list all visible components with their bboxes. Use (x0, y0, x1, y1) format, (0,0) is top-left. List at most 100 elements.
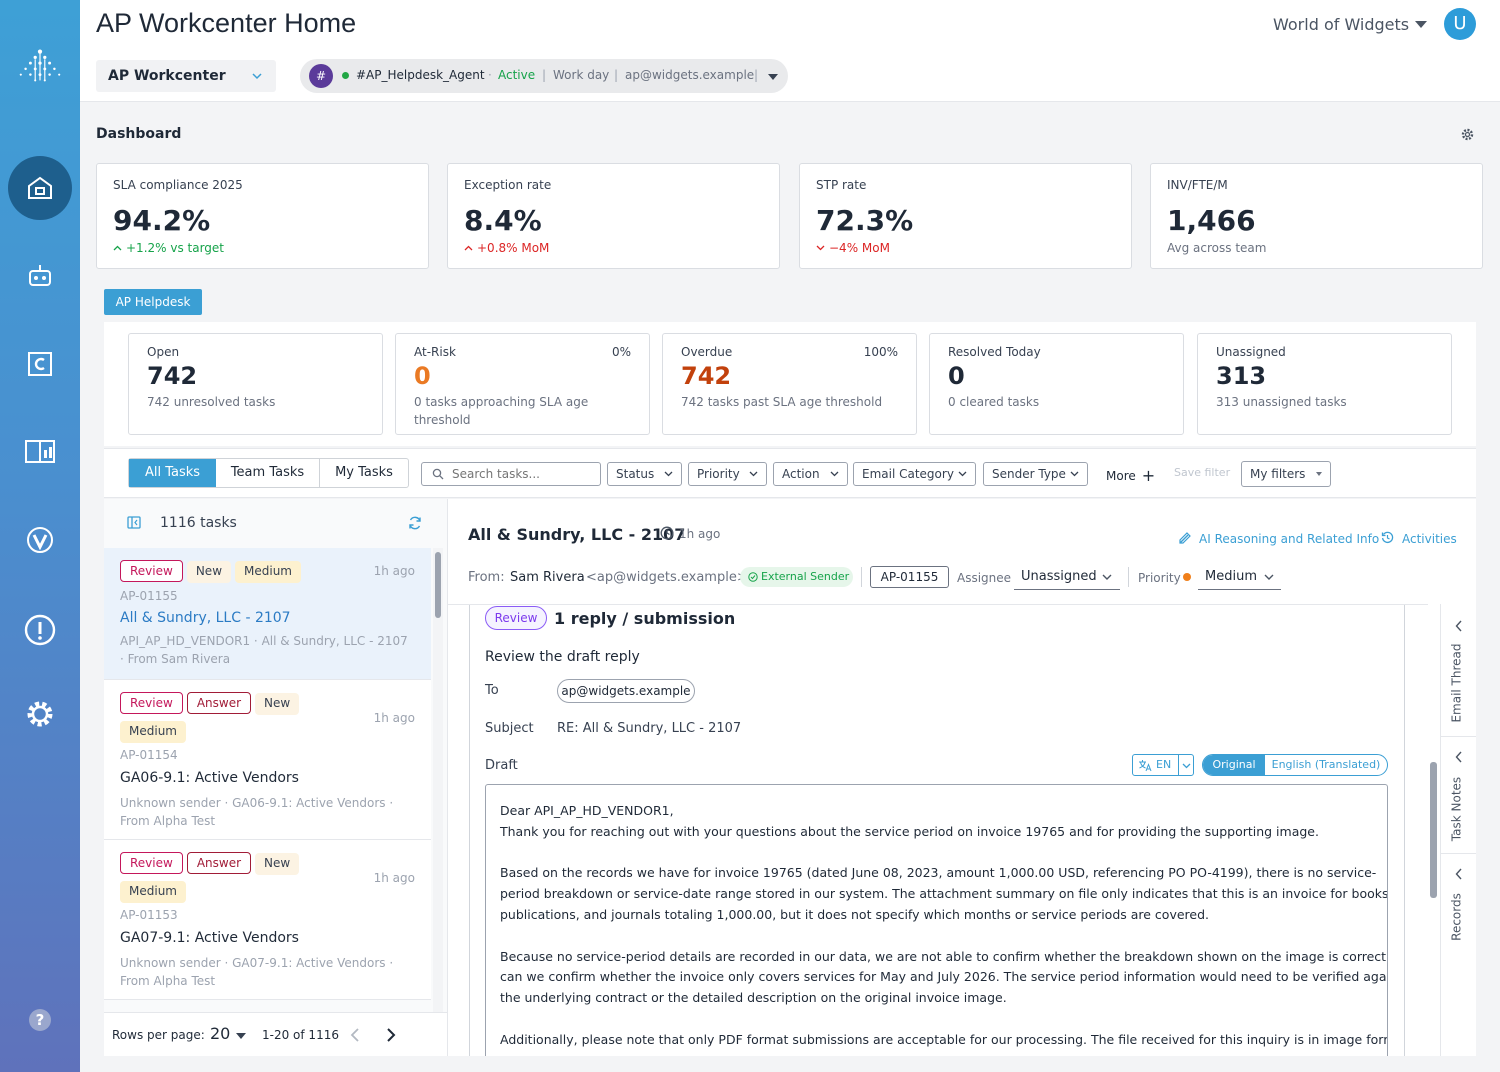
stat-percent: 0% (611, 345, 631, 359)
kpi-card: SLA compliance 2025 94.2% +1.2% vs targe… (96, 163, 429, 269)
draft-line: period breakdown or service-date range s… (500, 886, 1388, 902)
draft-label: Draft (485, 758, 518, 773)
nav-content[interactable] (16, 340, 64, 388)
tab-my-tasks[interactable]: My Tasks (335, 465, 393, 480)
task-id: AP-01153 (120, 908, 178, 922)
search-input[interactable] (452, 466, 592, 482)
tab-ap-helpdesk[interactable]: AP Helpdesk (104, 289, 202, 315)
nav-exceptions[interactable] (16, 606, 64, 654)
task-list-item[interactable]: Review Answer New Medium 1h ago AP-01153 GA… (104, 840, 431, 1000)
stat-card[interactable]: Open 742 742 unresolved tasks (128, 333, 383, 435)
nav-validation[interactable] (16, 516, 64, 564)
toggle-original[interactable]: Original (1203, 755, 1265, 775)
side-tab-records[interactable]: Records (1441, 855, 1476, 955)
stat-value: 742 (147, 362, 198, 390)
org-selector[interactable]: World of Widgets (1273, 15, 1427, 34)
nav-automation[interactable] (16, 252, 64, 300)
toggle-translated[interactable]: English (Translated) (1271, 758, 1381, 771)
filter-priority[interactable]: Priority (688, 462, 767, 486)
kpi-value: 8.4% (464, 204, 542, 237)
priority-select[interactable]: Medium (1198, 564, 1281, 590)
prev-page-icon[interactable] (350, 1027, 360, 1043)
kpi-label: SLA compliance 2025 (113, 178, 243, 192)
my-filters-dropdown[interactable]: My filters (1241, 461, 1331, 487)
workspace-label: AP Workcenter (108, 68, 226, 84)
scrollbar-thumb[interactable] (435, 552, 441, 618)
stat-card[interactable]: Overdue 100% 742 742 tasks past SLA age … (662, 333, 917, 435)
language-select[interactable]: EN (1132, 754, 1194, 776)
tab-team-tasks[interactable]: Team Tasks (216, 459, 320, 487)
task-id-chip[interactable]: AP-01155 (870, 566, 949, 588)
scrollbar-thumb[interactable] (1430, 762, 1437, 898)
stat-card[interactable]: Resolved Today 0 0 cleared tasks (929, 333, 1184, 435)
stat-description: 742 unresolved tasks (147, 395, 276, 409)
task-tags: Review New Medium (120, 560, 370, 583)
task-tag: Medium (235, 561, 301, 583)
agent-schedule: Work day (553, 68, 610, 82)
app-logo[interactable] (16, 42, 64, 90)
draft-line: publications, and journals totaling 1,00… (500, 906, 1209, 922)
more-filters-button[interactable]: More + (1106, 465, 1155, 485)
side-tab-task-notes[interactable]: Task Notes (1441, 738, 1476, 854)
stat-card[interactable]: Unassigned 313 313 unassigned tasks (1197, 333, 1452, 435)
filter-email-category[interactable]: Email Category (853, 462, 976, 486)
kpi-label: INV/FTE/M (1167, 178, 1228, 192)
avatar[interactable]: U (1444, 8, 1476, 40)
caret-down-icon (1316, 472, 1322, 476)
agent-email: ap@widgets.example (625, 68, 755, 82)
filter-sender-type[interactable]: Sender Type (983, 462, 1088, 486)
history-icon (1381, 531, 1394, 544)
assignee-select[interactable]: Unassigned (1014, 564, 1120, 590)
alert-icon (24, 614, 56, 646)
draft-line: can we confirm whether the invoice only … (500, 969, 1388, 985)
dashboard-title: Dashboard (96, 126, 182, 142)
tab-all-tasks[interactable]: All Tasks (129, 459, 216, 487)
settings-icon[interactable] (1461, 128, 1474, 141)
filter-status[interactable]: Status (607, 462, 682, 486)
pagination: Rows per page: 20 1-20 of 1116 (104, 1012, 447, 1056)
from-email: <ap@widgets.example> (586, 570, 748, 585)
nav-reports[interactable] (16, 428, 64, 476)
activities-link[interactable]: Activities (1402, 532, 1457, 546)
save-filter-button[interactable]: Save filter (1174, 466, 1231, 479)
task-tag: Answer (186, 692, 252, 714)
stat-card[interactable]: At-Risk 0% 0 0 tasks approaching SLA age… (395, 333, 650, 435)
kpi-value: 94.2% (113, 204, 211, 237)
task-tag: New (255, 853, 300, 875)
nav-home[interactable] (8, 156, 72, 220)
workspace-select[interactable]: AP Workcenter (96, 60, 276, 92)
draft-line: Additionally, please note that only PDF … (500, 1031, 1388, 1047)
stat-value: 0 (414, 362, 431, 390)
task-list-scrollbar[interactable] (433, 548, 443, 1013)
nav-help[interactable]: ? (16, 996, 64, 1044)
side-tab-email-thread[interactable]: Email Thread (1441, 604, 1476, 737)
task-list-item[interactable]: Review New Medium 1h ago AP-01155 All & Su… (104, 548, 431, 680)
clock-icon (660, 526, 674, 540)
stat-value: 0 (948, 362, 965, 390)
task-id: AP-01154 (120, 748, 178, 762)
next-page-icon[interactable] (386, 1027, 396, 1043)
reply-scrollbar[interactable] (1428, 604, 1440, 1056)
ai-reasoning-link[interactable]: AI Reasoning and Related Info (1199, 532, 1380, 546)
rows-per-page-select[interactable]: 20 (210, 1024, 250, 1046)
check-circle-icon (748, 572, 758, 582)
divider (1178, 755, 1179, 775)
kpi-trend-text: Avg across team (1167, 241, 1267, 255)
content-icon (28, 352, 52, 376)
assignee-value: Unassigned (1021, 569, 1097, 584)
nav-settings[interactable] (16, 690, 64, 738)
task-list-item[interactable]: Review Answer New Medium 1h ago AP-01154 GA… (104, 680, 431, 840)
agent-status-pill[interactable]: # #AP_Helpdesk_Agent · Active | Work day… (300, 59, 788, 93)
filter-label: Status (616, 467, 655, 481)
kpi-trend: +0.8% MoM (464, 241, 549, 255)
stat-description: 0 cleared tasks (948, 395, 1040, 409)
from-name: Sam Rivera (510, 570, 585, 585)
ai-wand-icon (1179, 532, 1191, 544)
recipient-chip[interactable]: ap@widgets.example (557, 679, 695, 703)
collapse-panel-icon[interactable] (127, 516, 141, 529)
draft-editor[interactable]: Dear API_AP_HD_VENDOR1, Thank you for rea… (485, 784, 1388, 1056)
filter-action[interactable]: Action (773, 462, 848, 486)
side-tab-label: Records (1449, 893, 1464, 941)
refresh-icon[interactable] (408, 516, 422, 530)
task-count: 1116 tasks (160, 515, 237, 531)
